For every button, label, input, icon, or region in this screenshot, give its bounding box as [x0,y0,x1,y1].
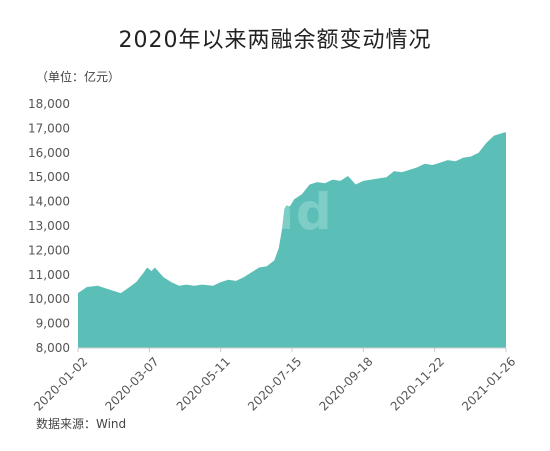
unit-label: （单位：亿元） [36,70,121,84]
x-tick-label: 2020-03-07 [102,354,161,413]
watermark-logo: Wind [182,183,334,241]
y-tick-label: 12,000 [28,243,70,257]
y-tick-label: 10,000 [28,292,70,306]
x-tick-label: 2020-11-22 [388,354,447,413]
y-tick-label: 11,000 [28,268,70,282]
y-tick-label: 15,000 [28,170,70,184]
x-tick-label: 2020-07-15 [245,354,304,413]
y-tick-label: 13,000 [28,219,70,233]
y-axis: 8,000 9,000 10,000 11,000 12,000 13,000 14,000… [28,97,70,355]
y-tick-label: 9,000 [36,317,70,331]
y-tick-label: 18,000 [28,97,70,111]
x-tick-label: 2021-01-26 [459,354,518,413]
y-tick-label: 8,000 [36,341,70,355]
chart-title: 2020年以来两融余额变动情况 [118,28,432,53]
x-tick-label: 2020-05-11 [174,354,233,413]
y-tick-label: 14,000 [28,195,70,209]
y-tick-label: 17,000 [28,121,70,135]
y-tick-label: 16,000 [28,146,70,160]
area-series [78,126,506,348]
x-tick-label: 2020-01-02 [31,354,90,413]
x-axis: 2020-01-02 2020-03-07 2020-05-11 2020-07-15… [31,348,518,414]
watermark-text: Wind [182,183,334,241]
source-note: 数据来源：Wind [36,417,127,431]
x-tick-label: 2020-09-18 [316,354,375,413]
